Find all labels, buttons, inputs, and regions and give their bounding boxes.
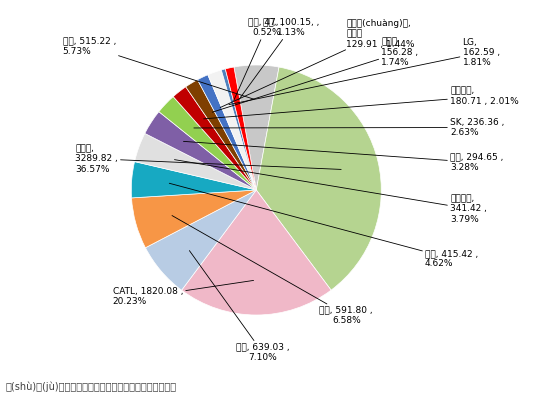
Wedge shape: [135, 134, 256, 190]
Wedge shape: [225, 67, 256, 190]
Text: 比亞迪,
3289.82 ,
36.57%: 比亞迪, 3289.82 , 36.57%: [75, 144, 341, 174]
Wedge shape: [185, 80, 256, 190]
Text: 光宇, 294.65 ,
3.28%: 光宇, 294.65 , 3.28%: [183, 141, 504, 172]
Wedge shape: [221, 69, 256, 190]
Wedge shape: [256, 67, 382, 290]
Wedge shape: [198, 75, 256, 190]
Text: SK, 236.36 ,
2.63%: SK, 236.36 , 2.63%: [194, 118, 505, 137]
Text: 國軒高科,
180.71 , 2.01%: 國軒高科, 180.71 , 2.01%: [204, 86, 519, 119]
Text: 比克, 591.80 ,
6.58%: 比克, 591.80 , 6.58%: [172, 216, 373, 325]
Wedge shape: [182, 190, 331, 315]
Wedge shape: [131, 162, 256, 198]
Text: 孚能科技,
341.42 ,
3.79%: 孚能科技, 341.42 , 3.79%: [174, 160, 487, 224]
Text: 數(shù)據(jù)來源：中汽中心；分析制圖：第一電動研究院: 數(shù)據(jù)來源：中汽中心；分析制圖：第一電動研究院: [6, 382, 177, 392]
Text: LG,
162.59 ,
1.81%: LG, 162.59 , 1.81%: [229, 38, 500, 105]
Wedge shape: [145, 190, 256, 290]
Text: CATL, 1820.08 ,
20.23%: CATL, 1820.08 , 20.23%: [113, 280, 253, 306]
Wedge shape: [234, 65, 279, 190]
Text: 無錫, 47, ,
0.52%: 無錫, 47, , 0.52%: [234, 18, 285, 101]
Wedge shape: [145, 112, 256, 190]
Wedge shape: [131, 190, 256, 248]
Wedge shape: [208, 70, 256, 190]
Text: 力神, 415.42 ,
4.62%: 力神, 415.42 , 4.62%: [169, 183, 478, 268]
Text: 其他, 515.22 ,
5.73%: 其他, 515.22 , 5.73%: [62, 36, 254, 99]
Text: 東莞創(chuàng)明,
多氟多
129.91 , 1.44%: 東莞創(chuàng)明, 多氟多 129.91 , 1.44%: [220, 19, 415, 108]
Wedge shape: [173, 87, 256, 190]
Text: 天能, 100.15, ,
1.13%: 天能, 100.15, , 1.13%: [239, 18, 320, 100]
Wedge shape: [159, 97, 256, 190]
Text: 萬向, 639.03 ,
7.10%: 萬向, 639.03 , 7.10%: [189, 250, 289, 362]
Text: 多氟多
156.28 ,
1.74%: 多氟多 156.28 , 1.74%: [212, 38, 418, 112]
